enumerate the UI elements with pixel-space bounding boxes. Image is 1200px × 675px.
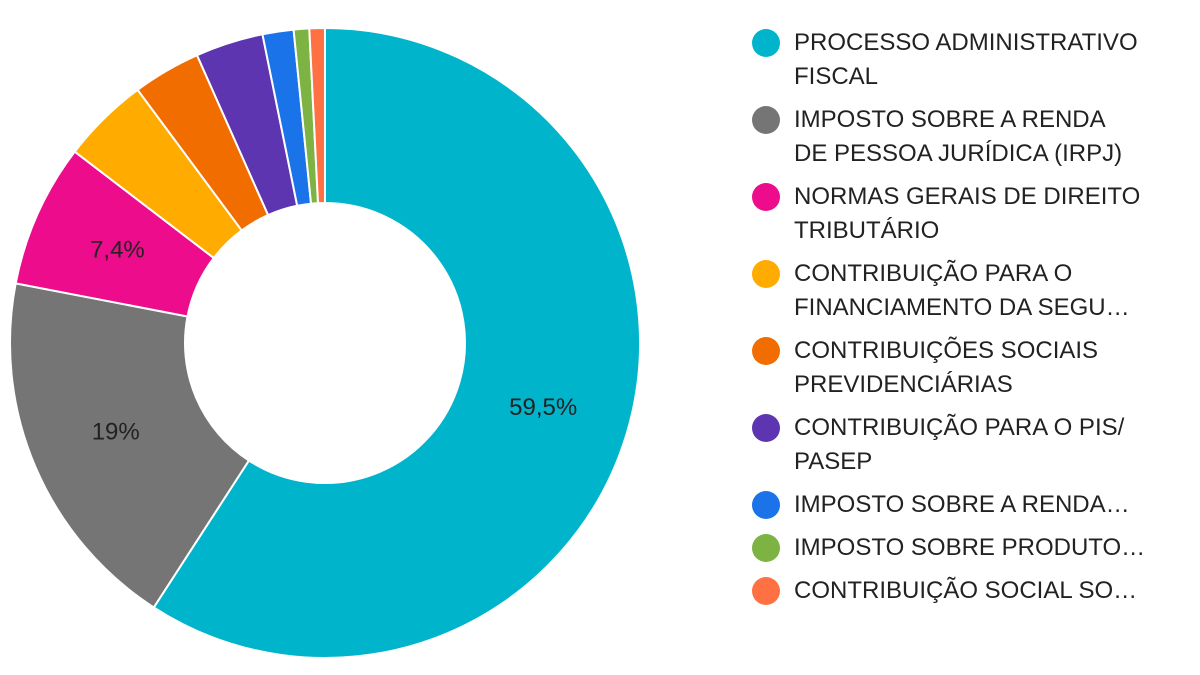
slice-data-label-3: 7,4% <box>90 236 145 263</box>
legend-label-line: FISCAL <box>794 63 879 90</box>
legend-item-8[interactable]: IMPOSTO SOBRE PRODUTO… <box>752 531 1192 565</box>
legend-label: CONTRIBUIÇÕES SOCIAIS PREVIDENCIÁRIAS <box>794 334 1174 402</box>
legend-swatch-icon <box>752 260 780 288</box>
legend-item-2[interactable]: IMPOSTO SOBRE A RENDA DE PESSOA JURÍDICA … <box>752 103 1192 171</box>
legend-swatch-icon <box>752 29 780 57</box>
legend-swatch-icon <box>752 337 780 365</box>
slice-data-label-1: 59,5% <box>509 394 577 421</box>
legend-label-line: IMPOSTO SOBRE PRODUTO… <box>794 534 1146 561</box>
legend-label: IMPOSTO SOBRE A RENDA… <box>794 488 1174 522</box>
legend-item-1[interactable]: PROCESSO ADMINISTRATIVO FISCAL <box>752 26 1192 94</box>
legend-label-line: DE PESSOA JURÍDICA (IRPJ) <box>794 140 1123 167</box>
legend-swatch-icon <box>752 183 780 211</box>
legend-label-line: TRIBUTÁRIO <box>794 217 940 244</box>
legend-label: CONTRIBUIÇÃO SOCIAL SO… <box>794 574 1174 608</box>
legend-label: IMPOSTO SOBRE A RENDA DE PESSOA JURÍDICA … <box>794 103 1174 171</box>
legend-label-line: PROCESSO ADMINISTRATIVO <box>794 29 1138 56</box>
donut-slice-9[interactable] <box>308 26 326 205</box>
legend-swatch-icon <box>752 414 780 442</box>
chart-legend: PROCESSO ADMINISTRATIVO FISCAL IMPOSTO SOB… <box>752 26 1192 617</box>
donut-slice-1[interactable] <box>152 26 641 659</box>
legend-label: CONTRIBUIÇÃO PARA O FINANCIAMENTO DA SEGU… <box>794 257 1174 325</box>
legend-label-line: CONTRIBUIÇÃO PARA O PIS/ <box>794 414 1125 441</box>
legend-swatch-icon <box>752 106 780 134</box>
legend-item-7[interactable]: IMPOSTO SOBRE A RENDA… <box>752 488 1192 522</box>
legend-label: CONTRIBUIÇÃO PARA O PIS/PASEP <box>794 411 1174 479</box>
legend-label-line: PASEP <box>794 448 873 475</box>
legend-label-line: CONTRIBUIÇÃO PARA O <box>794 260 1073 287</box>
legend-label-line: IMPOSTO SOBRE A RENDA… <box>794 491 1130 518</box>
donut-slice-2[interactable] <box>9 282 251 609</box>
legend-item-3[interactable]: NORMAS GERAIS DE DIREITO TRIBUTÁRIO <box>752 180 1192 248</box>
legend-swatch-icon <box>752 534 780 562</box>
donut-plot: 59,5% 19% 7,4% <box>9 26 641 659</box>
legend-label-line: NORMAS GERAIS DE DIREITO <box>794 183 1141 210</box>
legend-item-9[interactable]: CONTRIBUIÇÃO SOCIAL SO… <box>752 574 1192 608</box>
legend-label: IMPOSTO SOBRE PRODUTO… <box>794 531 1174 565</box>
legend-item-6[interactable]: CONTRIBUIÇÃO PARA O PIS/PASEP <box>752 411 1192 479</box>
legend-item-5[interactable]: CONTRIBUIÇÕES SOCIAIS PREVIDENCIÁRIAS <box>752 334 1192 402</box>
legend-item-4[interactable]: CONTRIBUIÇÃO PARA O FINANCIAMENTO DA SEGU… <box>752 257 1192 325</box>
legend-label-line: IMPOSTO SOBRE A RENDA <box>794 106 1106 133</box>
legend-label-line: PREVIDENCIÁRIAS <box>794 371 1013 398</box>
legend-swatch-icon <box>752 577 780 605</box>
legend-label-line: FINANCIAMENTO DA SEGU… <box>794 294 1130 321</box>
legend-label-line: CONTRIBUIÇÕES SOCIAIS <box>794 337 1099 364</box>
legend-label: PROCESSO ADMINISTRATIVO FISCAL <box>794 26 1174 94</box>
legend-swatch-icon <box>752 491 780 519</box>
legend-label-line: CONTRIBUIÇÃO SOCIAL SO… <box>794 577 1138 604</box>
slice-data-label-2: 19% <box>92 419 140 446</box>
legend-label: NORMAS GERAIS DE DIREITO TRIBUTÁRIO <box>794 180 1174 248</box>
